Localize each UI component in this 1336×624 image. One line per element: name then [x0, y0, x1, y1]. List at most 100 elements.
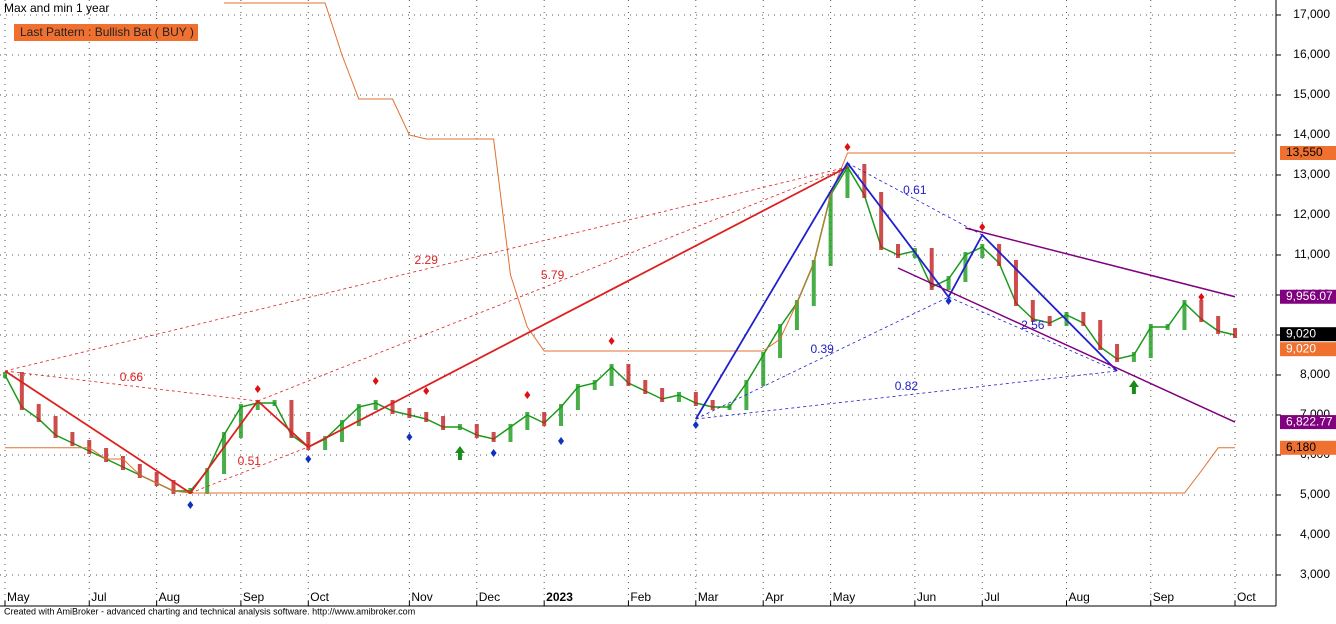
price-tag	[1280, 289, 1336, 304]
sell-signal	[844, 143, 851, 151]
candle	[643, 380, 648, 394]
sell-signal	[608, 337, 615, 345]
candle	[53, 416, 58, 438]
candle	[120, 456, 125, 470]
trendline	[965, 227, 1236, 298]
candle	[19, 372, 24, 410]
y-tick-label: 8,000	[1300, 367, 1330, 381]
pattern-ratio: 0.66	[120, 370, 144, 384]
buy-signal	[692, 421, 699, 429]
candle	[997, 244, 1002, 266]
candle	[1115, 344, 1120, 362]
pattern-ratio: 0.82	[895, 379, 919, 393]
candle	[1148, 324, 1153, 358]
candle	[390, 400, 395, 414]
y-tick-label: 12,000	[1293, 207, 1330, 221]
buy-signal	[406, 433, 413, 441]
candle	[222, 432, 227, 474]
x-tick-label: Jun	[917, 590, 936, 604]
x-tick-label: Nov	[411, 590, 432, 604]
candle	[104, 448, 109, 462]
candle	[1233, 328, 1237, 338]
candle	[1199, 300, 1204, 322]
candle	[188, 488, 193, 494]
buy-arrow	[454, 446, 465, 460]
candle	[1047, 316, 1052, 326]
candle	[1165, 324, 1170, 330]
series-line	[5, 447, 1235, 494]
candle	[879, 192, 884, 250]
y-tick-label: 4,000	[1300, 527, 1330, 541]
candle	[1131, 352, 1136, 362]
x-tick-label: Oct	[1237, 590, 1256, 604]
candle	[289, 400, 294, 438]
sell-signal	[423, 387, 430, 395]
price-tag	[1280, 415, 1336, 430]
candle	[87, 440, 92, 454]
price-tag-label: 9,956.07	[1286, 289, 1333, 303]
y-tick-label: 17,000	[1293, 7, 1330, 21]
candle	[862, 164, 867, 198]
candle	[845, 164, 850, 198]
candle	[811, 260, 816, 306]
pattern-ratio: 0.51	[238, 454, 262, 468]
candle	[525, 412, 530, 430]
candle	[559, 404, 564, 426]
candle	[154, 472, 159, 486]
candle	[929, 248, 934, 290]
candle	[137, 464, 142, 478]
candle	[542, 412, 547, 426]
candle	[896, 244, 901, 258]
sell-signal	[524, 391, 531, 399]
buy-signal	[945, 297, 952, 305]
series-line	[224, 2, 1235, 352]
pattern-ratio: 5.79	[541, 268, 565, 282]
footer: Created with AmiBroker - advanced charti…	[4, 606, 415, 616]
candle	[339, 420, 344, 442]
candle	[575, 384, 580, 410]
x-tick-label: Oct	[310, 590, 329, 604]
candle	[1216, 316, 1221, 334]
y-tick-label: 3,000	[1300, 567, 1330, 581]
candle	[36, 404, 41, 422]
buy-signal	[305, 455, 312, 463]
candle	[1081, 312, 1086, 326]
price-tag-label: 6,822.77	[1286, 414, 1333, 428]
candle	[592, 380, 597, 390]
candle	[272, 400, 277, 406]
candle	[407, 408, 412, 418]
pattern-ratio-line	[4, 166, 848, 372]
candle	[727, 404, 732, 410]
candle	[306, 432, 311, 450]
pattern-ratio-line	[948, 296, 1118, 372]
candle	[761, 352, 766, 386]
candle	[238, 404, 243, 438]
candle	[676, 392, 681, 402]
chart-title: Max and min 1 year	[4, 1, 109, 15]
buy-signal	[490, 449, 497, 457]
pattern-ratio-line	[847, 162, 983, 236]
candle	[828, 192, 833, 266]
candle	[323, 436, 328, 450]
candle	[1013, 260, 1018, 306]
y-tick-label: 15,000	[1293, 87, 1330, 101]
pattern-ratio: 2.29	[415, 253, 439, 267]
price-tag	[1280, 327, 1336, 342]
legend-text: Last Pattern : Bullish Bat ( BUY )	[20, 25, 194, 39]
x-tick-label: Jul	[91, 590, 106, 604]
candle	[980, 244, 985, 258]
candle	[491, 432, 496, 442]
buy-signal	[558, 437, 565, 445]
candle	[441, 416, 446, 430]
price-tag-label: 9,020	[1286, 341, 1316, 355]
sell-signal	[979, 223, 986, 231]
candle	[373, 400, 378, 410]
price-tag	[1280, 342, 1336, 357]
sell-signal	[372, 377, 379, 385]
candle	[710, 400, 715, 410]
x-tick-label: Apr	[765, 590, 784, 604]
pattern-ratio: 2.56	[1021, 318, 1045, 332]
candle	[660, 388, 665, 402]
